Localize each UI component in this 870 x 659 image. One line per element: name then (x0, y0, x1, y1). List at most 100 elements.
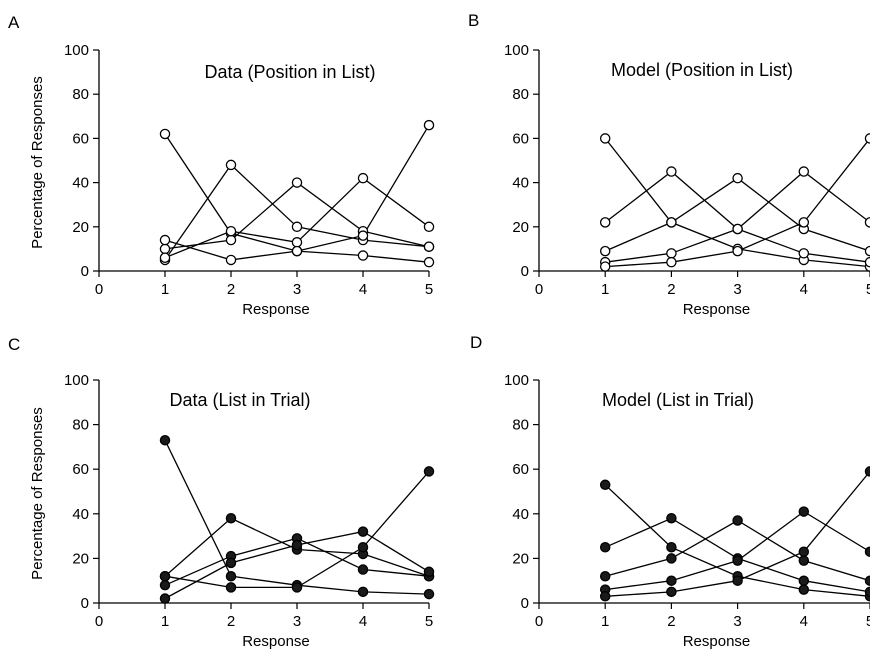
series-2-point (666, 166, 677, 177)
series-5-point (159, 234, 171, 246)
series-5-point (864, 133, 870, 144)
panel-b: B 0 20 40 60 80 100 0 1 2 3 4 5 Response Model (Positi… (468, 11, 870, 318)
series-4-point (225, 225, 237, 237)
series-4-point (225, 557, 237, 569)
series-4-point (864, 217, 870, 228)
x-tick-label: 1 (601, 281, 609, 298)
series-5-point (666, 256, 677, 268)
x-tick-label: 1 (161, 281, 169, 298)
y-tick-label: 100 (64, 372, 89, 389)
series-4-point (864, 546, 870, 557)
x-tick-label: 5 (425, 281, 433, 298)
x-tick-label: 2 (227, 613, 235, 630)
series-2-point (225, 159, 237, 171)
series-5-point (732, 245, 743, 257)
series-5-point (423, 119, 435, 131)
series-4-point (423, 566, 435, 578)
series-1-point (599, 479, 611, 491)
y-tick-label: 40 (512, 175, 529, 192)
x-tick-label: 4 (800, 613, 808, 630)
series-5-line (164, 470, 430, 589)
x-tick-label: 3 (293, 281, 301, 298)
series-5-point (159, 570, 171, 582)
x-axis-label: Response (683, 301, 751, 318)
series-4-point (159, 593, 171, 604)
series-2-point (798, 248, 810, 259)
x-tick-label: 1 (161, 613, 169, 630)
y-axis-label: Percentage of Responses (29, 407, 46, 580)
series-5-point (423, 466, 435, 477)
series-4-point (291, 539, 303, 551)
y-tick-label: 20 (512, 219, 529, 236)
series-4-point (732, 223, 743, 235)
series-3-point (732, 515, 743, 526)
series-5-point (732, 575, 743, 586)
y-tick-label: 100 (504, 42, 529, 59)
series-1-point (225, 570, 237, 582)
y-tick-label: 20 (512, 550, 529, 567)
series-1-point (423, 588, 435, 600)
y-tick-label: 20 (72, 219, 89, 236)
series-3-point (423, 241, 435, 252)
chart-title: Data (List in Trial) (169, 390, 310, 410)
panel-c: C 0 20 40 60 80 100 0 1 2 3 4 5 Response Percentage of… (8, 335, 435, 650)
y-tick-label: 80 (72, 86, 89, 103)
series-1-point (798, 584, 810, 595)
x-tick-label: 3 (733, 281, 741, 298)
series-3-point (599, 570, 611, 582)
series-3-point (798, 555, 810, 566)
x-tick-label: 4 (359, 281, 367, 298)
series-3-point (357, 564, 369, 575)
x-tick-label: 3 (293, 613, 301, 630)
y-tick-label: 80 (512, 417, 529, 434)
series-5-point (357, 230, 369, 241)
y-tick-label: 0 (521, 263, 529, 280)
series-4-point (732, 555, 743, 566)
y-tick-label: 0 (81, 595, 89, 612)
series-5-point (291, 245, 303, 257)
series-1-point (357, 250, 369, 261)
x-tick-label: 4 (800, 281, 808, 298)
series-2-point (864, 586, 870, 598)
y-tick-label: 60 (72, 130, 89, 147)
series-5-point (357, 542, 369, 553)
series-5-point (599, 261, 611, 272)
series-1-point (159, 128, 171, 140)
series-1-point (159, 434, 171, 446)
y-tick-label: 60 (512, 461, 529, 478)
y-tick-label: 80 (72, 417, 89, 434)
y-tick-label: 100 (64, 42, 89, 59)
panel-d: D 0 20 40 60 80 100 0 1 2 3 4 5 Response Model (List i… (470, 333, 870, 650)
y-tick-label: 40 (72, 175, 89, 192)
x-tick-label: 0 (535, 613, 543, 630)
series-1-point (666, 542, 677, 553)
series-5-point (666, 586, 677, 598)
x-tick-label: 5 (866, 613, 870, 630)
panel-letter: D (470, 333, 482, 352)
series-4-point (666, 575, 677, 586)
panel-a: A 0 20 40 60 80 100 0 1 2 3 4 5 Response Percentage of… (8, 13, 435, 318)
series-2-point (225, 513, 237, 524)
series-2-point (599, 217, 611, 228)
x-tick-label: 3 (733, 613, 741, 630)
series-3-point (864, 245, 870, 257)
series-1-point (423, 256, 435, 268)
chart-title: Data (Position in List) (204, 62, 375, 82)
y-tick-label: 100 (504, 372, 529, 389)
series-5-point (864, 466, 870, 477)
x-axis-label: Response (242, 633, 310, 650)
x-tick-label: 0 (95, 281, 103, 298)
series-1-point (357, 586, 369, 598)
x-tick-label: 5 (866, 281, 870, 298)
chart-title: Model (Position in List) (611, 60, 793, 80)
y-tick-label: 80 (512, 86, 529, 103)
series-3-point (599, 245, 611, 257)
series-2-point (798, 575, 810, 586)
series-4-point (798, 166, 810, 177)
y-tick-label: 60 (72, 461, 89, 478)
y-tick-label: 0 (81, 263, 89, 280)
x-tick-label: 4 (359, 613, 367, 630)
y-tick-label: 0 (521, 595, 529, 612)
series-3-point (291, 177, 303, 188)
x-tick-label: 2 (227, 281, 235, 298)
